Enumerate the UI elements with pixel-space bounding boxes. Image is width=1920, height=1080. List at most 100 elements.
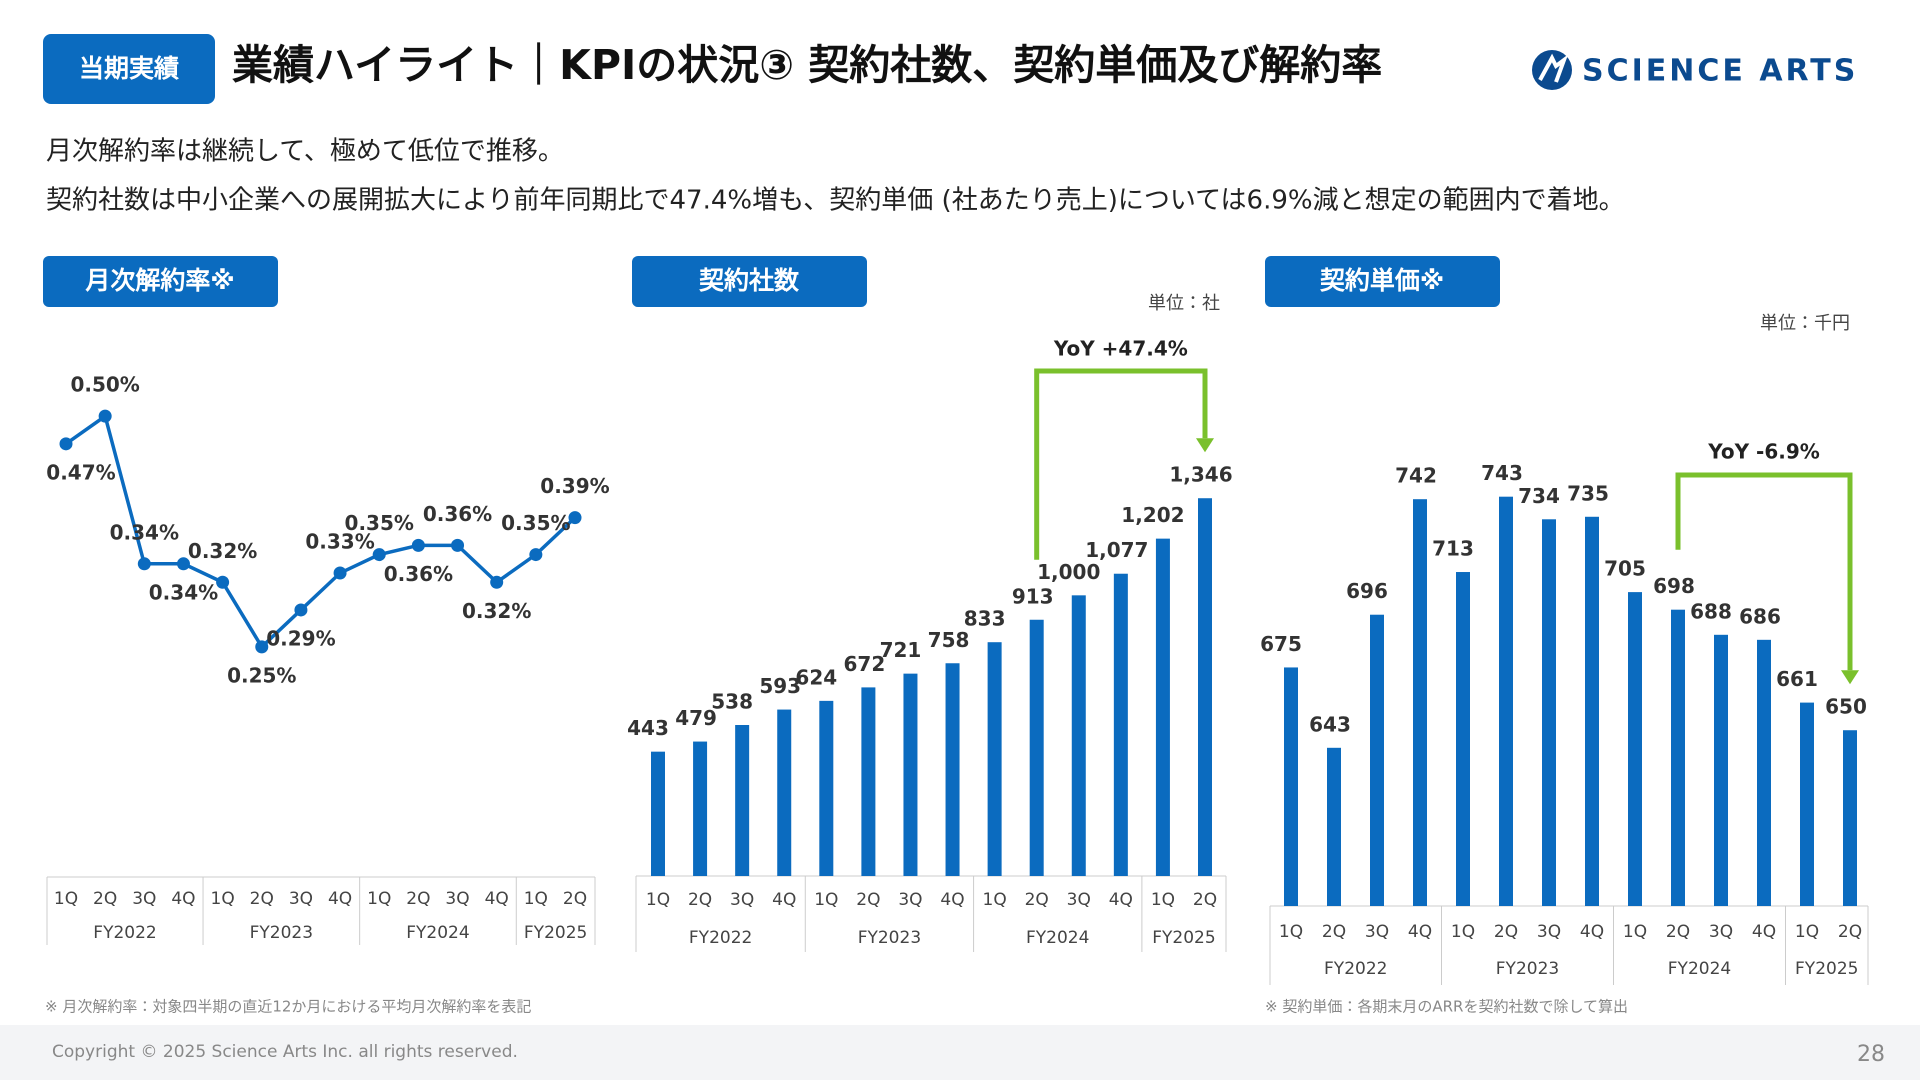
group-label: FY2025 — [1152, 928, 1215, 948]
x-tick-label: 4Q — [772, 890, 796, 910]
group-label: FY2024 — [1026, 928, 1089, 948]
bar — [903, 673, 918, 876]
x-tick-label: 1Q — [1623, 922, 1647, 942]
bar — [777, 709, 792, 876]
group-label: FY2023 — [250, 923, 313, 943]
x-tick-label: 1Q — [524, 889, 548, 909]
x-tick-label: 1Q — [367, 889, 391, 909]
data-label: 0.34% — [110, 520, 179, 544]
data-label: 758 — [928, 628, 970, 652]
point — [333, 566, 347, 580]
bar — [1843, 730, 1857, 906]
group-label: FY2022 — [689, 928, 752, 948]
data-label: 1,077 — [1085, 538, 1148, 562]
bar — [1800, 702, 1814, 906]
bar — [1029, 619, 1044, 876]
bar — [1155, 538, 1170, 876]
bar — [987, 642, 1002, 876]
x-tick-label: 1Q — [1795, 922, 1819, 942]
x-tick-label: 3Q — [1365, 922, 1389, 942]
x-tick-label: 2Q — [1666, 922, 1690, 942]
bar — [651, 751, 665, 876]
data-label: 0.39% — [540, 474, 609, 498]
point — [216, 575, 230, 589]
x-tick-label: 1Q — [1279, 922, 1303, 942]
group-label: FY2022 — [1324, 959, 1387, 979]
data-label: 624 — [795, 665, 837, 689]
bar — [1284, 667, 1298, 906]
data-label: 833 — [964, 607, 1006, 631]
x-tick-label: 4Q — [171, 889, 195, 909]
point — [372, 548, 386, 562]
chart-title: 契約社数 — [699, 266, 800, 295]
data-label: 1,346 — [1169, 463, 1232, 487]
x-tick-label: 1Q — [646, 890, 670, 910]
data-label: 661 — [1776, 667, 1818, 691]
data-label: 675 — [1260, 632, 1302, 656]
x-tick-label: 3Q — [730, 890, 754, 910]
summary-line: 月次解約率は継続して、極めて低位で推移。 — [46, 137, 564, 167]
group-label: FY2025 — [1795, 959, 1858, 979]
data-label: 742 — [1395, 464, 1437, 488]
bar — [1671, 609, 1685, 906]
point — [490, 575, 504, 589]
yoy-arrow — [1196, 438, 1214, 453]
bar — [1327, 747, 1341, 906]
x-tick-label: 3Q — [289, 889, 313, 909]
x-tick-label: 1Q — [1451, 922, 1475, 942]
page-number: 28 — [1857, 1042, 1885, 1067]
data-label: 650 — [1825, 695, 1867, 719]
yoy-bracket — [1675, 472, 1853, 671]
bar — [819, 700, 834, 876]
bar — [1542, 519, 1556, 906]
x-tick-label: 2Q — [1838, 922, 1862, 942]
bar — [735, 725, 750, 876]
annotation: YoY -6.9% — [1707, 440, 1820, 464]
bar — [1456, 572, 1470, 906]
data-label: 0.36% — [384, 562, 453, 586]
x-tick-label: 3Q — [445, 889, 469, 909]
bar — [1499, 496, 1513, 906]
chart-title: 契約単価※ — [1320, 266, 1444, 295]
point — [451, 538, 465, 552]
x-tick-label: 3Q — [1709, 922, 1733, 942]
data-label: 0.35% — [501, 511, 570, 535]
point — [568, 511, 582, 525]
data-label: 443 — [627, 716, 669, 740]
x-tick-label: 2Q — [1322, 922, 1346, 942]
line — [64, 413, 577, 650]
page-title: 業績ハイライト｜KPIの状況③ 契約社数、契約単価及び解約率 — [232, 41, 1382, 89]
data-label: 0.34% — [149, 580, 218, 604]
data-label: 643 — [1309, 712, 1351, 736]
x-tick-label: 3Q — [1537, 922, 1561, 942]
x-tick-label: 2Q — [406, 889, 430, 909]
chart-title-bg — [43, 256, 278, 307]
group-label: FY2024 — [1668, 959, 1731, 979]
data-label: 734 — [1518, 484, 1560, 508]
x-tick-label: 2Q — [856, 890, 880, 910]
x-tick-label: 4Q — [1580, 922, 1604, 942]
point — [176, 557, 190, 571]
point — [255, 640, 269, 654]
x-tick-label: 4Q — [1752, 922, 1776, 942]
x-tick-label: 2Q — [563, 889, 587, 909]
data-label: 0.32% — [462, 599, 531, 623]
annotation: YoY +47.4% — [1053, 337, 1188, 361]
data-label: 705 — [1604, 557, 1646, 581]
data-label: 0.47% — [46, 460, 115, 484]
x-tick-label: 1Q — [211, 889, 235, 909]
x-tick-label: 4Q — [940, 890, 964, 910]
x-tick-label: 4Q — [485, 889, 509, 909]
data-label: 688 — [1690, 599, 1732, 623]
chart-title-bg — [1265, 256, 1500, 307]
data-label: 698 — [1653, 574, 1695, 598]
bar — [1071, 595, 1086, 876]
data-label: 0.29% — [266, 626, 335, 650]
summary-line: 契約社数は中小企業への展開拡大により前年同期比で47.4%増も、契約単価 (社あ… — [46, 186, 1625, 216]
unit-label: 単位：社 — [1148, 293, 1220, 314]
data-label: 913 — [1012, 584, 1054, 608]
x-tick-label: 1Q — [1151, 890, 1175, 910]
bar — [1413, 499, 1427, 906]
data-label: 672 — [844, 652, 886, 676]
